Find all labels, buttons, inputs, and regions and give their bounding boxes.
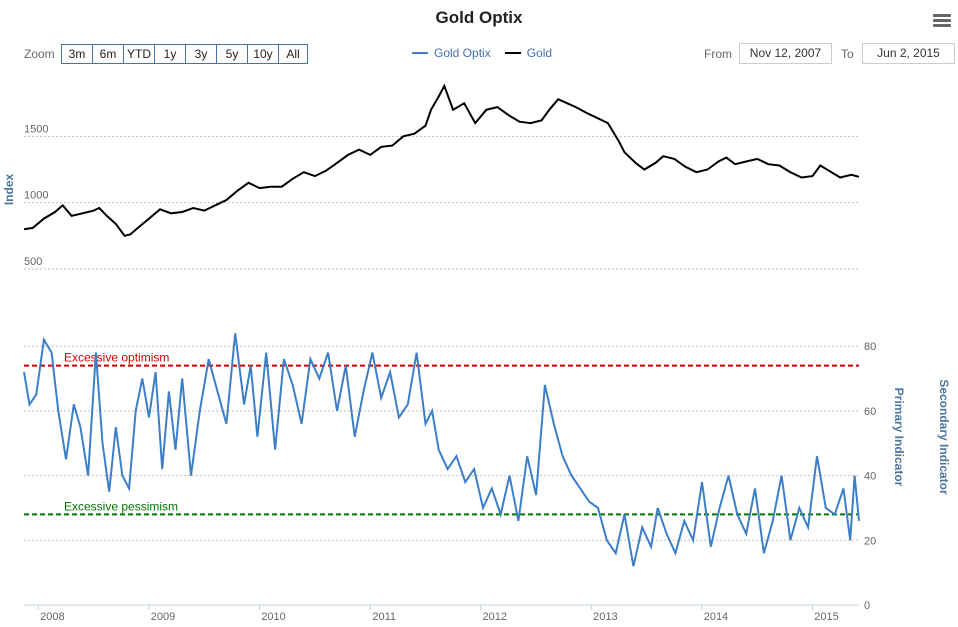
legend-item-gold[interactable]: Gold xyxy=(504,46,553,60)
optix-y-tick-label: 80 xyxy=(864,341,876,353)
optix-y-tick-label: 60 xyxy=(864,406,876,418)
legend: Gold Optix Gold xyxy=(412,46,566,60)
optix-y-tick-label: 0 xyxy=(864,600,870,612)
optix-y-axis-title: Primary Indicator xyxy=(892,388,906,487)
hamburger-menu-icon[interactable] xyxy=(933,14,951,28)
gold-y-tick-label: 1500 xyxy=(24,123,48,135)
legend-swatch-gold xyxy=(504,52,521,54)
legend-item-gold-optix[interactable]: Gold Optix xyxy=(412,46,491,60)
zoom-all-button[interactable]: All xyxy=(278,44,308,64)
range-to-label: To xyxy=(841,47,854,61)
gold-optix-series-line xyxy=(23,333,860,567)
x-tick-label: 2009 xyxy=(151,611,175,623)
gold-y-tick-label: 1000 xyxy=(24,190,48,202)
zoom-5y-button[interactable]: 5y xyxy=(216,44,248,64)
x-tick-label: 2015 xyxy=(814,611,838,623)
zoom-3y-button[interactable]: 3y xyxy=(185,44,217,64)
zoom-3m-button[interactable]: 3m xyxy=(61,44,93,64)
x-tick-label: 2013 xyxy=(593,611,617,623)
legend-swatch-gold-optix xyxy=(412,52,428,54)
gold-y-axis-title: Index xyxy=(2,174,16,206)
optix-y-tick-label: 40 xyxy=(864,471,876,483)
range-to-input[interactable]: Jun 2, 2015 xyxy=(862,43,955,64)
optix-secondary-axis-title: Secondary Indicator xyxy=(937,379,951,495)
x-tick-label: 2008 xyxy=(40,611,64,623)
zoom-button-group: 3m 6m YTD 1y 3y 5y 10y All xyxy=(61,44,308,64)
zoom-label: Zoom xyxy=(24,47,55,61)
zoom-10y-button[interactable]: 10y xyxy=(247,44,279,64)
x-tick-label: 2012 xyxy=(483,611,507,623)
optix-y-tick-label: 20 xyxy=(864,535,876,547)
x-tick-label: 2014 xyxy=(704,611,728,623)
zoom-1y-button[interactable]: 1y xyxy=(154,44,186,64)
x-tick-label: 2011 xyxy=(372,611,396,623)
gold-y-tick-label: 500 xyxy=(24,256,42,268)
legend-label-gold-optix: Gold Optix xyxy=(434,46,491,60)
gold-series-line xyxy=(23,83,860,237)
range-from-label: From xyxy=(704,47,732,61)
x-tick-label: 2010 xyxy=(261,611,285,623)
chart-title: Gold Optix xyxy=(435,8,523,27)
legend-label-gold: Gold xyxy=(526,46,553,60)
optimism-threshold-label: Excessive optimism xyxy=(64,351,169,365)
range-from-input[interactable]: Nov 12, 2007 xyxy=(739,43,832,64)
pessimism-threshold-label: Excessive pessimism xyxy=(64,499,178,513)
zoom-ytd-button[interactable]: YTD xyxy=(123,44,155,64)
